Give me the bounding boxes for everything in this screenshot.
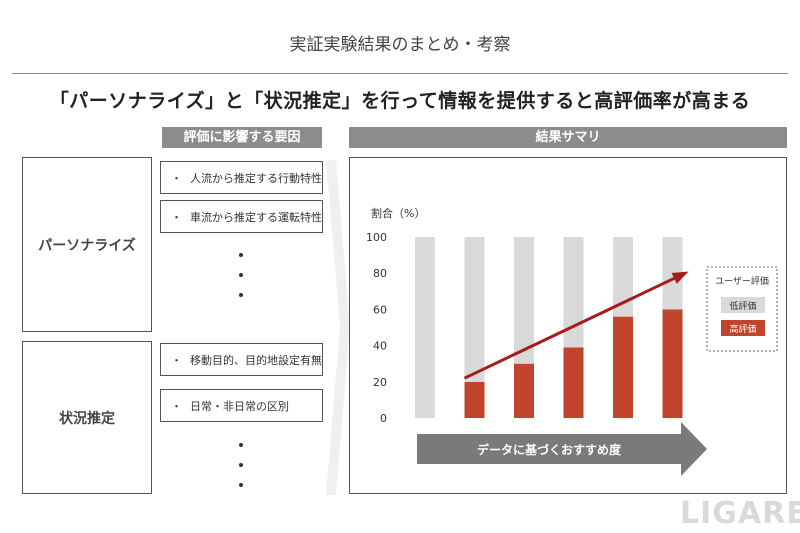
bar-low xyxy=(563,237,584,348)
page-title: 実証実験結果のまとめ・考察 xyxy=(289,35,511,55)
ellipsis-dot xyxy=(239,443,243,447)
recommendation-arrow xyxy=(417,422,707,476)
bullet: ・ xyxy=(171,353,182,367)
factor-text: 移動目的、目的地設定有無 xyxy=(190,353,322,367)
bar-low xyxy=(415,237,435,418)
ellipsis-dot xyxy=(239,463,243,467)
bar-high xyxy=(514,363,534,418)
legend-title: ユーザー評価 xyxy=(715,275,769,287)
bullet: ・ xyxy=(171,210,182,224)
ellipsis-dot xyxy=(239,293,243,297)
bar-high xyxy=(464,381,485,418)
factor-item: ・ 人流から推定する行動特性 xyxy=(160,161,323,194)
legend-swatch xyxy=(721,320,765,336)
factor-text: 車流から推定する運転特性 xyxy=(190,210,322,224)
legend-box xyxy=(706,266,778,352)
bar-high xyxy=(662,309,683,418)
group-label-personalize: パーソナライズ xyxy=(38,237,136,254)
trend-arrow-head xyxy=(671,271,689,284)
y-tick-label: 20 xyxy=(373,376,387,389)
headline: 「パーソナライズ」と「状況推定」を行って情報を提供すると高評価率が高まる xyxy=(49,90,751,112)
legend-label: 高評価 xyxy=(729,323,756,335)
y-tick-label: 60 xyxy=(373,303,387,316)
trend-arrow-line xyxy=(463,271,686,380)
y-tick-label: 0 xyxy=(380,412,387,425)
group-situation: 状況推定 xyxy=(22,341,152,494)
y-tick-label: 100 xyxy=(366,231,387,244)
bar-low xyxy=(613,237,633,317)
bullet: ・ xyxy=(171,399,182,413)
bar-high xyxy=(613,316,633,418)
results-header: 結果サマリ xyxy=(349,127,787,148)
bar-high xyxy=(563,347,584,418)
factor-text: 日常・非日常の区別 xyxy=(190,399,289,413)
ellipsis-dot xyxy=(239,483,243,487)
flow-chevron xyxy=(326,160,350,495)
y-axis-label: 割合（%） xyxy=(371,206,425,220)
y-tick-label: 80 xyxy=(373,267,387,280)
factor-item: ・ 日常・非日常の区別 xyxy=(160,389,323,422)
arrow-label: データに基づくおすすめ度 xyxy=(477,442,622,457)
watermark-logo: LIGARE xyxy=(680,496,800,531)
factor-text: 人流から推定する行動特性 xyxy=(190,171,322,185)
group-personalize: パーソナライズ xyxy=(22,157,152,332)
title-divider xyxy=(12,73,788,74)
ellipsis-dot xyxy=(239,273,243,277)
factor-item: ・ 車流から推定する運転特性 xyxy=(160,200,323,233)
y-tick-label: 40 xyxy=(373,340,387,353)
factors-header: 評価に影響する要因 xyxy=(162,127,322,148)
legend-label: 低評価 xyxy=(729,300,756,312)
bar-low xyxy=(464,237,485,382)
factor-item: ・ 移動目的、目的地設定有無 xyxy=(160,343,323,376)
legend-swatch xyxy=(721,297,765,313)
bullet: ・ xyxy=(171,171,182,185)
ellipsis-dot xyxy=(239,253,243,257)
bar-low xyxy=(514,237,534,364)
group-label-situation: 状況推定 xyxy=(59,410,115,427)
